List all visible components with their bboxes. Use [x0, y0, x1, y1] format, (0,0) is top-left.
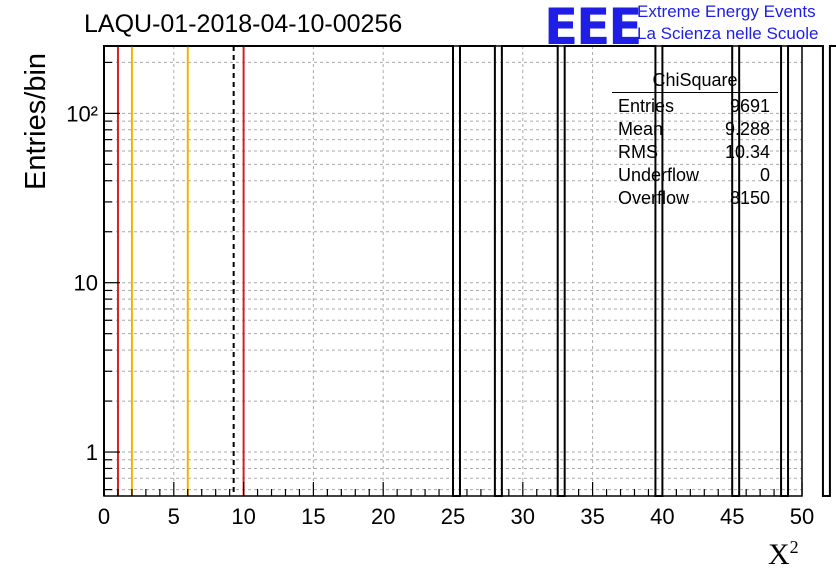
chart-title: LAQU-01-2018-04-10-00256 [84, 10, 403, 38]
stats-box: ChiSquare Entries 9691 Mean 9.288 RMS 10.34… [612, 70, 778, 210]
stats-label: Overflow [618, 188, 690, 208]
x-tick-label: 0 [98, 504, 110, 529]
x-tick-label: 5 [168, 504, 180, 529]
x-tick-label: 30 [511, 504, 535, 529]
axis-ticks [103, 61, 803, 496]
stats-value: 8150 [729, 188, 770, 208]
logo-text-line2: La Scienza nelle Scuole [637, 24, 819, 43]
stats-title: ChiSquare [612, 70, 778, 93]
stats-label: Entries [618, 96, 675, 116]
y-tick-label: 10 [74, 271, 98, 296]
stats-row: Entries 9691 [612, 95, 778, 118]
logo-text-line1: Extreme Energy Events [637, 2, 816, 21]
stats-row: Overflow 8150 [612, 187, 778, 210]
stats-label: Underflow [618, 165, 700, 185]
x-tick-label: 50 [790, 504, 814, 529]
stats-value: 9691 [729, 96, 770, 116]
eee-logo: EEE [544, 0, 642, 56]
stats-label: Mean [618, 119, 664, 139]
stats-row: RMS 10.34 [612, 141, 778, 164]
stats-row: Underflow 0 [612, 164, 778, 187]
y-tick-label: 1 [86, 440, 98, 465]
stats-label: RMS [618, 142, 658, 162]
x-tick-label: 25 [441, 504, 465, 529]
x-tick-label: 45 [720, 504, 744, 529]
x-tick-label: 10 [231, 504, 255, 529]
y-axis-label: Entries/bin [20, 52, 52, 190]
x-tick-label: 35 [580, 504, 604, 529]
stats-value: 0 [759, 165, 770, 185]
stats-value: 9.288 [724, 119, 770, 139]
tick-labels: 0 5 10 15 20 25 30 35 40 45 50 1 10 10² [66, 101, 814, 529]
x-tick-label: 20 [371, 504, 395, 529]
reference-lines [116, 46, 245, 496]
stats-value: 10.34 [724, 142, 770, 162]
y-tick-label: 10² [66, 101, 98, 126]
x-tick-label: 15 [301, 504, 325, 529]
x-tick-label: 40 [650, 504, 674, 529]
stats-row: Mean 9.288 [612, 118, 778, 141]
x-axis-label: X2 [768, 537, 799, 571]
